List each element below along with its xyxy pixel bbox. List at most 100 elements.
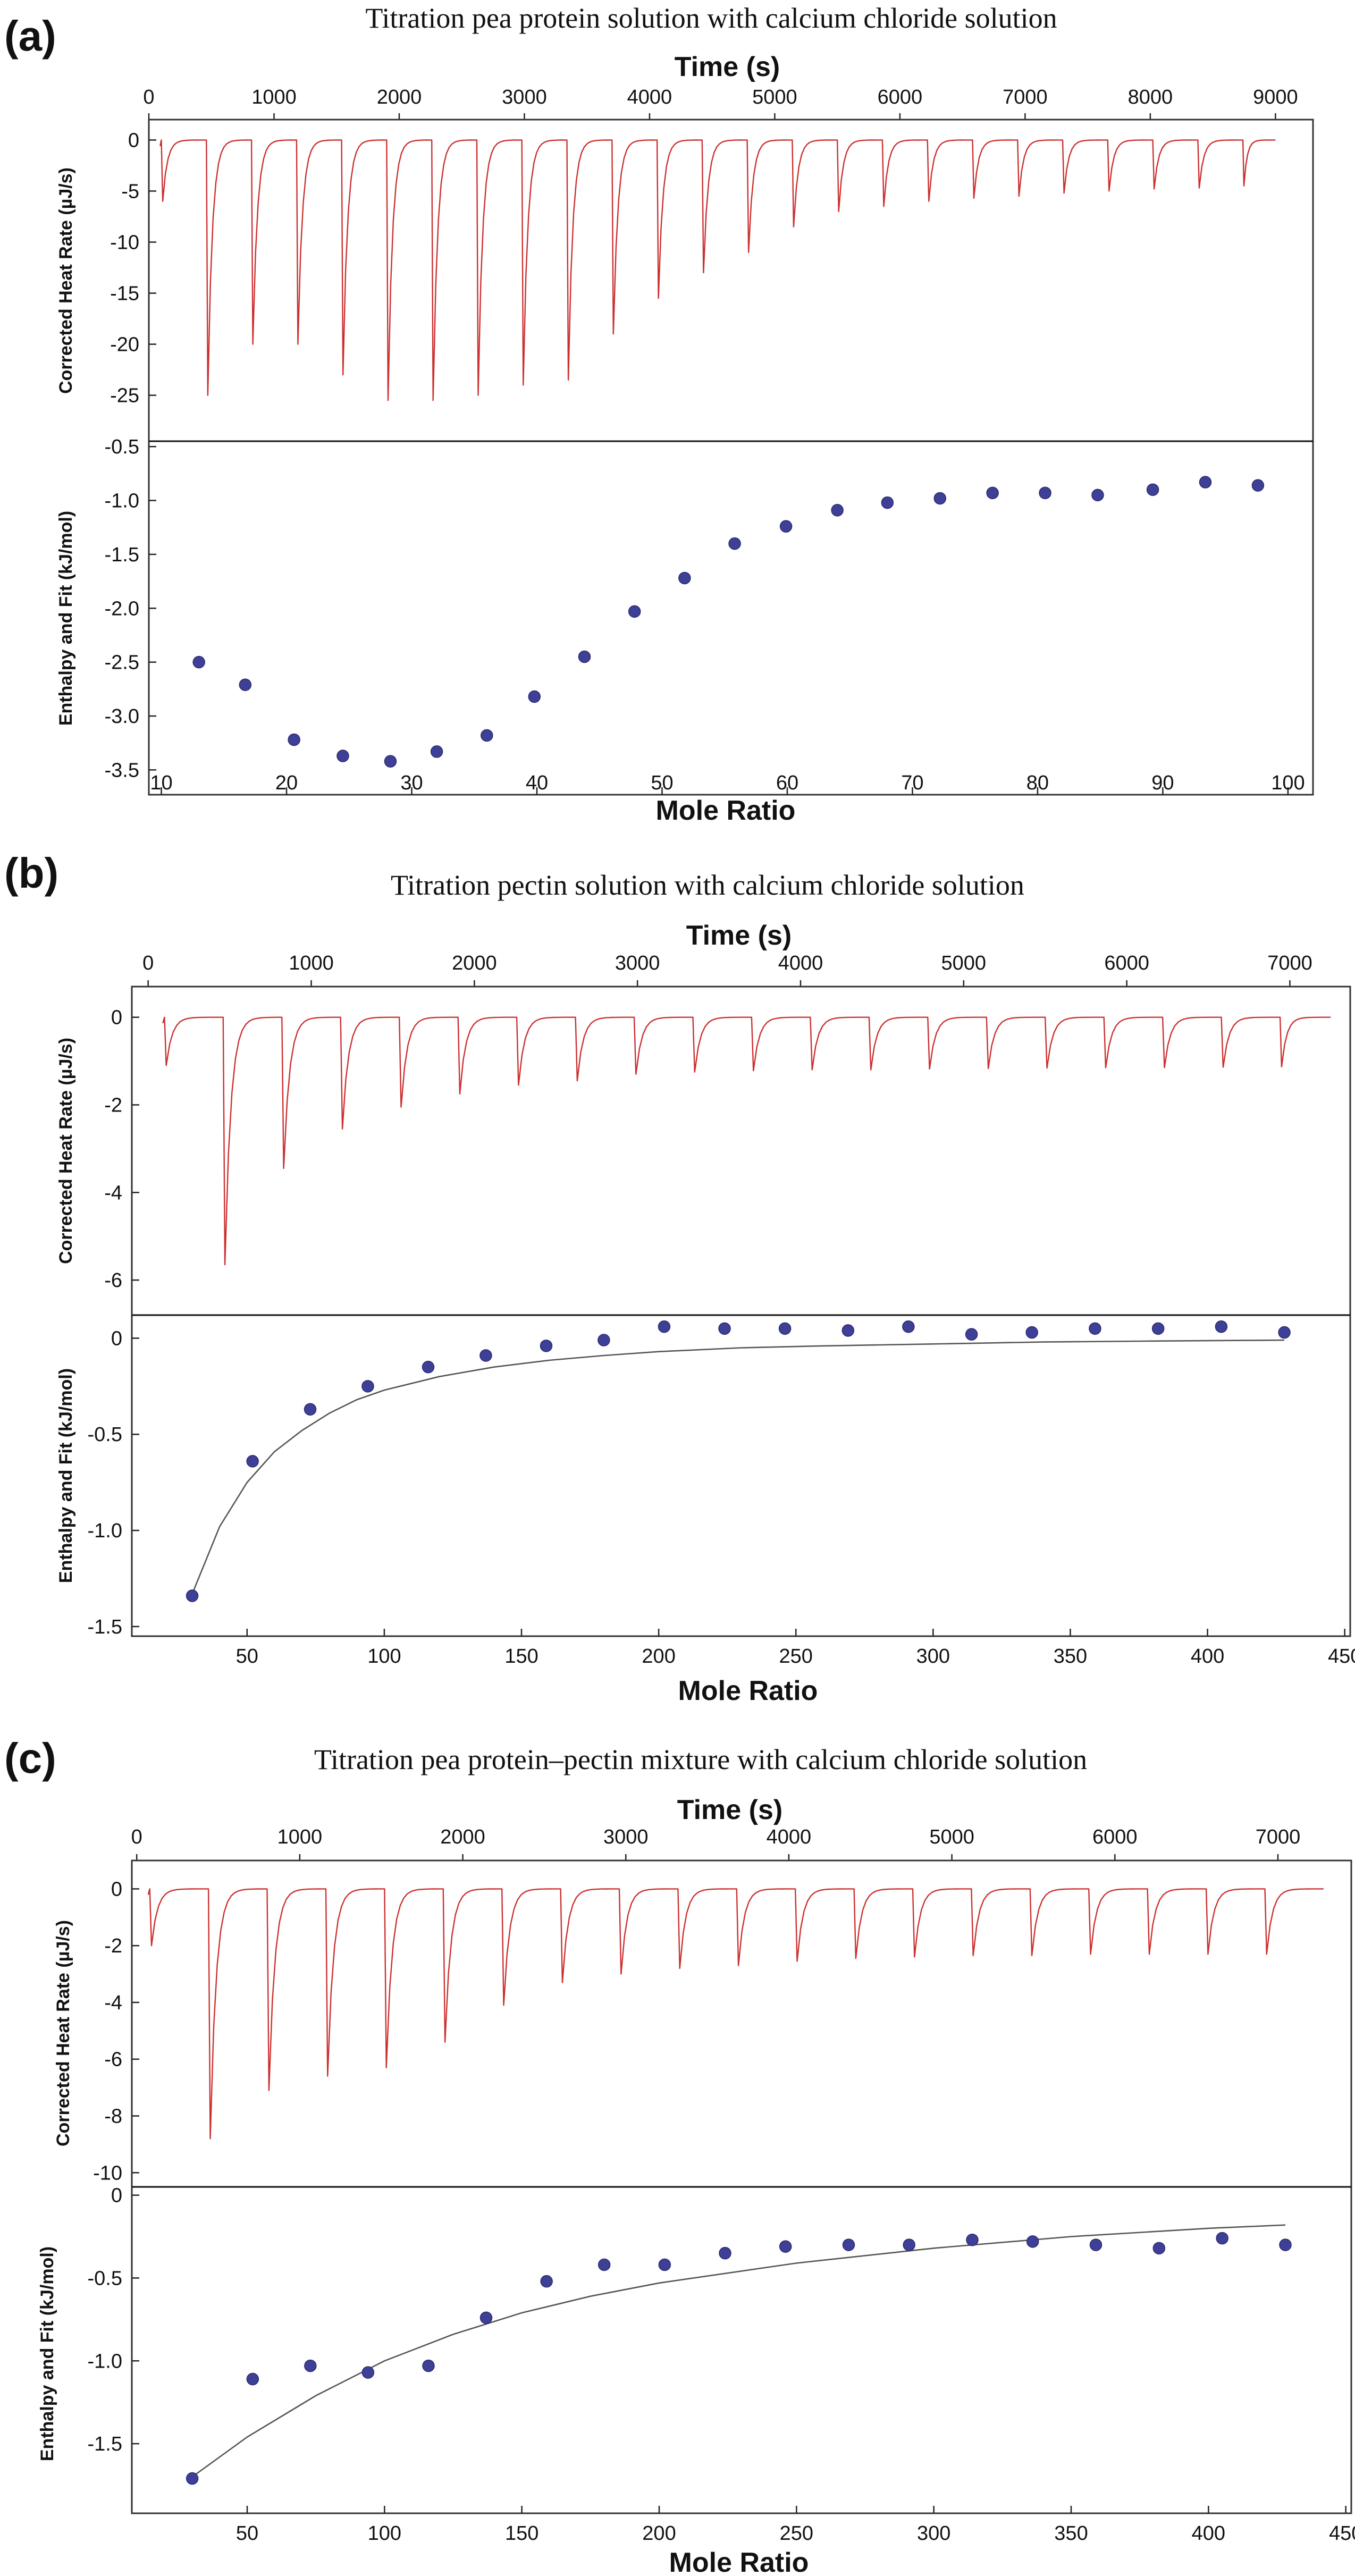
time-tick-label: 0 <box>131 1826 142 1848</box>
heat-rate-tick-label: -4 <box>104 1992 122 2014</box>
enthalpy-point <box>246 1455 259 1468</box>
time-tick-label: 8000 <box>1128 86 1173 108</box>
mole-ratio-tick-label: 50 <box>236 1645 258 1668</box>
panel-c-enthalpy-points <box>186 2232 1292 2485</box>
enthalpy-point <box>528 690 541 703</box>
enthalpy-point <box>186 2472 199 2485</box>
enthalpy-point <box>304 1403 317 1416</box>
panel-c: (c) Titration pea protein–pectin mixture… <box>4 1735 1355 2576</box>
panel-c-label: (c) <box>4 1735 56 1782</box>
panel-b-time-axis-title: Time (s) <box>686 920 792 951</box>
mole-ratio-tick-label: 400 <box>1191 1645 1224 1668</box>
mole-ratio-tick-label: 50 <box>651 772 673 794</box>
enthalpy-point <box>361 1380 374 1393</box>
enthalpy-point <box>841 1324 855 1337</box>
time-tick-label: 7000 <box>1256 1826 1301 1848</box>
enthalpy-point <box>933 492 947 505</box>
panel-a-time-axis-title: Time (s) <box>675 52 780 82</box>
mole-ratio-tick-label: 70 <box>901 772 923 794</box>
panel-b-time-ticks: 0 1000 2000 3000 4000 5000 6000 7000 <box>142 952 1312 987</box>
mole-ratio-tick-label: 150 <box>504 1645 538 1668</box>
panel-a-label: (a) <box>4 12 56 60</box>
mole-ratio-tick-label: 30 <box>400 772 423 794</box>
panel-a-enthalpy-ticks: -0.5 -1.0 -1.5 -2.0 -2.5 -3.0 -3.5 <box>105 436 156 781</box>
time-tick-label: 5000 <box>752 86 797 108</box>
mole-ratio-tick-label: 10 <box>150 772 172 794</box>
enthalpy-point <box>658 2258 671 2271</box>
enthalpy-point <box>336 750 349 762</box>
enthalpy-point <box>1251 479 1265 492</box>
heat-rate-tick-label: -6 <box>104 2049 122 2071</box>
panel-a: (a) Titration pea protein solution with … <box>4 2 1314 826</box>
enthalpy-point <box>1152 2242 1166 2255</box>
enthalpy-point <box>186 1589 199 1602</box>
heat-rate-tick-label: 0 <box>111 1007 122 1029</box>
enthalpy-point <box>658 1320 671 1333</box>
mole-ratio-tick-label: 100 <box>1271 772 1304 794</box>
mole-ratio-tick-label: 200 <box>642 2522 676 2545</box>
panel-a-thermogram-line <box>159 139 1276 401</box>
enthalpy-point <box>597 2258 611 2271</box>
enthalpy-point <box>246 2372 259 2386</box>
enthalpy-point <box>1215 1320 1228 1333</box>
heat-rate-tick-label: -25 <box>110 385 139 407</box>
enthalpy-tick-label: -1.0 <box>88 2350 122 2372</box>
panel-b-title: Titration pectin solution with calcium c… <box>391 869 1024 901</box>
enthalpy-point <box>628 605 641 618</box>
heat-rate-tick-label: -6 <box>104 1269 122 1292</box>
heat-rate-tick-label: -2 <box>104 1094 122 1116</box>
heat-rate-tick-label: -20 <box>110 334 139 356</box>
heat-rate-tick-label: -15 <box>110 283 139 305</box>
panel-c-time-ticks: 0 1000 2000 3000 4000 5000 6000 7000 <box>131 1826 1301 1861</box>
time-tick-label: 3000 <box>603 1826 649 1848</box>
enthalpy-point <box>288 733 300 746</box>
enthalpy-point <box>1026 2235 1039 2248</box>
panel-a-frame <box>148 119 1314 796</box>
enthalpy-point <box>384 755 397 768</box>
enthalpy-tick-label: 0 <box>111 2185 122 2207</box>
panel-a-enthalpy-points <box>192 476 1265 768</box>
enthalpy-point <box>902 1320 915 1333</box>
enthalpy-point <box>903 2238 915 2251</box>
enthalpy-tick-label: -1.5 <box>88 1616 122 1638</box>
panel-c-title: Titration pea protein–pectin mixture wit… <box>314 1744 1087 1775</box>
time-tick-label: 0 <box>142 952 154 974</box>
enthalpy-point <box>304 2359 317 2372</box>
panel-b-thermogram-line <box>162 1016 1331 1266</box>
enthalpy-point <box>422 1360 435 1374</box>
enthalpy-tick-label: -3.0 <box>105 705 139 728</box>
mole-ratio-tick-label: 450 <box>1329 2522 1355 2545</box>
enthalpy-point <box>540 2275 553 2288</box>
enthalpy-point <box>481 729 493 742</box>
time-tick-label: 2000 <box>452 952 497 974</box>
enthalpy-point <box>831 504 844 517</box>
time-tick-label: 4000 <box>767 1826 812 1848</box>
mole-ratio-tick-label: 80 <box>1026 772 1049 794</box>
panel-c-mole-ratio-axis-title: Mole Ratio <box>669 2547 809 2576</box>
time-tick-label: 6000 <box>1104 952 1149 974</box>
enthalpy-point <box>1278 1326 1291 1339</box>
heat-rate-tick-label: -4 <box>104 1182 122 1204</box>
panel-a-heat-rate-axis-title: Corrected Heat Rate (µJ/s) <box>56 167 76 394</box>
enthalpy-point <box>1089 1322 1101 1335</box>
enthalpy-point <box>479 2311 493 2324</box>
mole-ratio-tick-label: 50 <box>236 2522 258 2545</box>
enthalpy-tick-label: -2.0 <box>105 597 139 620</box>
panel-b-fit-curve <box>191 1339 1285 1594</box>
panel-c-heat-rate-axis-title: Corrected Heat Rate (µJ/s) <box>53 1920 73 2146</box>
time-tick-label: 7000 <box>1267 952 1312 974</box>
enthalpy-point <box>1146 483 1159 496</box>
heat-rate-tick-label: -8 <box>104 2106 122 2128</box>
enthalpy-point <box>778 1322 792 1335</box>
mole-ratio-tick-label: 200 <box>642 1645 675 1668</box>
panel-b-enthalpy-points <box>186 1320 1291 1602</box>
enthalpy-tick-label: -1.0 <box>88 1520 122 1542</box>
time-tick-label: 5000 <box>941 952 987 974</box>
mole-ratio-tick-label: 100 <box>368 2522 401 2545</box>
mole-ratio-tick-label: 150 <box>505 2522 538 2545</box>
time-tick-label: 7000 <box>1003 86 1048 108</box>
enthalpy-point <box>578 650 591 663</box>
mole-ratio-tick-label: 350 <box>1054 1645 1087 1668</box>
time-tick-label: 2000 <box>377 86 422 108</box>
enthalpy-point <box>1279 2238 1292 2251</box>
